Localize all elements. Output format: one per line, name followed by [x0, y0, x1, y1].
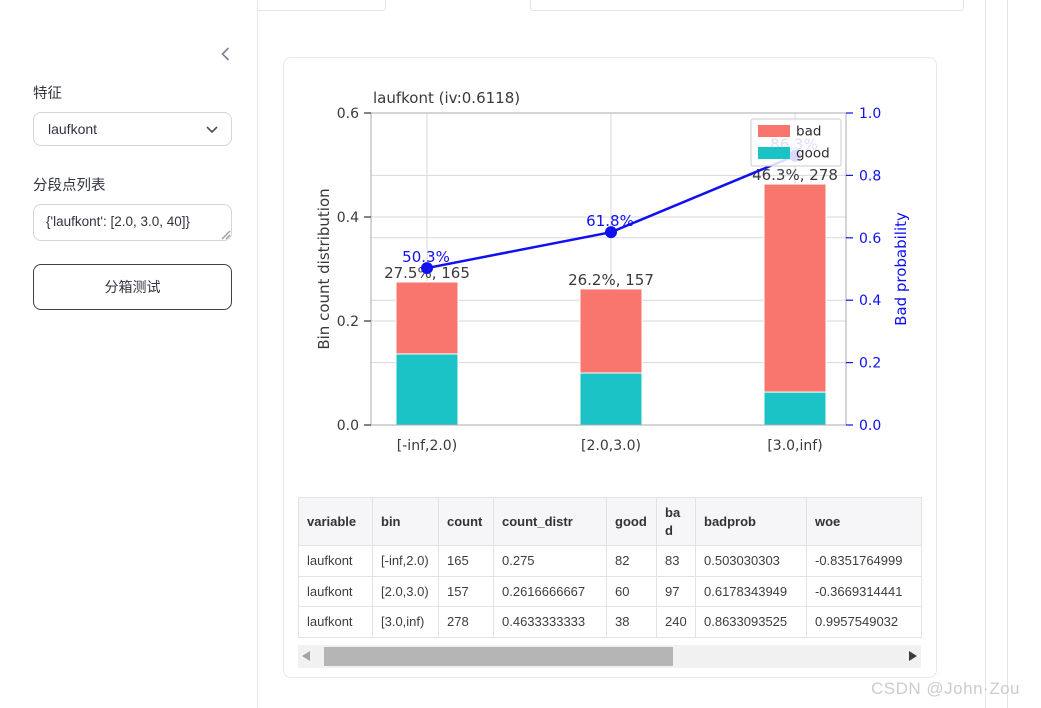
cell-good: 38 — [606, 606, 657, 638]
left-tick-label: 0.0 — [337, 418, 359, 434]
legend-swatch-bad — [758, 125, 790, 137]
resize-handle-icon[interactable] — [219, 228, 231, 240]
bar-label: 26.2%, 157 — [568, 271, 654, 289]
x-tick-label: [3.0,inf) — [767, 438, 822, 454]
bin-chart: 27.5%, 165 26.2%, 157 46.3%, 278 50.3% 61.8%… — [284, 58, 938, 495]
cell-bin: [-inf,2.0) — [372, 545, 439, 577]
cell-badprob: 0.8633093525 — [695, 606, 807, 638]
bar-segment-bad — [395, 281, 459, 355]
cell-variable: laufkont — [298, 575, 373, 608]
cell-variable: laufkont — [298, 545, 373, 577]
breaks-textarea[interactable]: {'laufkont': [2.0, 3.0, 40]} — [33, 204, 232, 241]
cell-badprob: 0.503030303 — [695, 545, 807, 577]
y-axis-title-left: Bin count distribution — [315, 188, 333, 349]
binning-test-button[interactable]: 分箱测试 — [33, 264, 232, 310]
left-tick-label: 0.6 — [337, 106, 359, 122]
cell-bad: 240 — [656, 606, 696, 638]
table-row: laufkont [-inf,2.0) 165 0.275 82 83 0.50303030… — [298, 545, 922, 577]
table-header-row: variable bin count count_distr good bad badpro… — [298, 496, 922, 547]
table-row: laufkont [2.0,3.0) 157 0.2616666667 60 97 0.61… — [298, 575, 922, 608]
sidebar: 特征 laufkont 分段点列表 {'laufkont': [2.0, 3.0… — [0, 0, 258, 708]
cell-woe: 0.9957549032 — [806, 606, 922, 638]
cell-bad: 97 — [656, 575, 696, 608]
column-header-count_distr: count_distr — [493, 496, 607, 547]
legend-swatch-good — [758, 147, 790, 159]
right-tick-label: 0.2 — [859, 356, 881, 372]
column-header-badprob: badprob — [695, 496, 807, 547]
right-tick-label: 0.4 — [859, 293, 881, 309]
bar-segment-good — [763, 391, 827, 426]
badprob-marker — [421, 262, 433, 275]
right-tick-label: 1.0 — [859, 106, 881, 122]
point-label: 50.3% — [402, 248, 450, 266]
cell-badprob: 0.6178343949 — [695, 575, 807, 608]
x-tick-label: [2.0,3.0) — [581, 438, 641, 454]
legend-label: good — [796, 146, 830, 162]
column-header-bin: bin — [372, 496, 439, 547]
bar-segment-good — [395, 353, 459, 426]
y-axis-title-right: Bad probability — [892, 212, 910, 326]
cell-bin: [3.0,inf) — [372, 606, 439, 638]
chart-title: laufkont (iv:0.6118) — [373, 89, 520, 107]
point-label: 61.8% — [586, 212, 634, 230]
bar-segment-bad — [763, 183, 827, 393]
cell-woe: -0.8351764999 — [806, 545, 922, 577]
cell-count_distr: 0.2616666667 — [493, 575, 607, 608]
cutoff-card-right — [530, 0, 964, 11]
cell-count: 278 — [438, 606, 494, 638]
right-tick-label: 0.6 — [859, 231, 881, 247]
badprob-marker — [605, 226, 617, 239]
x-tick-label: [-inf,2.0) — [397, 438, 457, 454]
feature-select-value: laufkont — [48, 121, 98, 137]
column-header-woe: woe — [806, 496, 922, 547]
feature-select[interactable]: laufkont — [33, 112, 232, 146]
column-header-variable: variable — [298, 496, 373, 547]
cell-bad: 83 — [656, 545, 696, 577]
right-tick-label: 0.0 — [859, 418, 881, 434]
cell-count_distr: 0.4633333333 — [493, 606, 607, 638]
plot-border — [370, 112, 847, 426]
cell-count_distr: 0.275 — [493, 545, 607, 577]
watermark: CSDN @John·Zou — [871, 679, 1020, 698]
sidebar-collapse-button[interactable] — [216, 44, 236, 64]
table-row: laufkont [3.0,inf) 278 0.4633333333 38 240 0.8… — [298, 606, 922, 638]
cell-count: 165 — [438, 545, 494, 577]
result-card: 27.5%, 165 26.2%, 157 46.3%, 278 50.3% 61.8%… — [283, 57, 937, 678]
chevron-down-icon — [206, 125, 218, 133]
cell-variable: laufkont — [298, 606, 373, 638]
feature-label: 特征 — [33, 86, 62, 102]
bar-segment-good — [579, 372, 643, 426]
scroll-gutter-line-right — [1007, 0, 1008, 708]
legend-label: bad — [796, 124, 821, 140]
chevron-left-icon — [221, 47, 230, 61]
cell-good: 82 — [606, 545, 657, 577]
scrollbar-left-arrow-icon[interactable] — [302, 651, 310, 661]
column-header-good: good — [606, 496, 657, 547]
cell-bin: [2.0,3.0) — [372, 575, 439, 608]
column-header-count: count — [438, 496, 494, 547]
bar-segment-bad — [579, 288, 643, 374]
bin-table: variable bin count count_distr good bad badpro… — [298, 496, 922, 638]
column-header-bad: bad — [656, 496, 696, 547]
bin-table-wrap: variable bin count count_distr good bad badpro… — [298, 496, 922, 638]
bar-label: 46.3%, 278 — [752, 166, 838, 184]
cell-count: 157 — [438, 575, 494, 608]
left-tick-label: 0.4 — [337, 210, 359, 226]
right-tick-label: 0.8 — [859, 168, 881, 184]
scrollbar-thumb[interactable] — [324, 647, 673, 666]
cell-woe: -0.3669314441 — [806, 575, 922, 608]
scroll-gutter-line-left — [985, 0, 986, 708]
horizontal-scrollbar[interactable] — [298, 645, 921, 668]
breaks-label: 分段点列表 — [33, 178, 106, 194]
cell-good: 60 — [606, 575, 657, 608]
scrollbar-right-arrow-icon[interactable] — [909, 651, 917, 661]
left-tick-label: 0.2 — [337, 314, 359, 330]
